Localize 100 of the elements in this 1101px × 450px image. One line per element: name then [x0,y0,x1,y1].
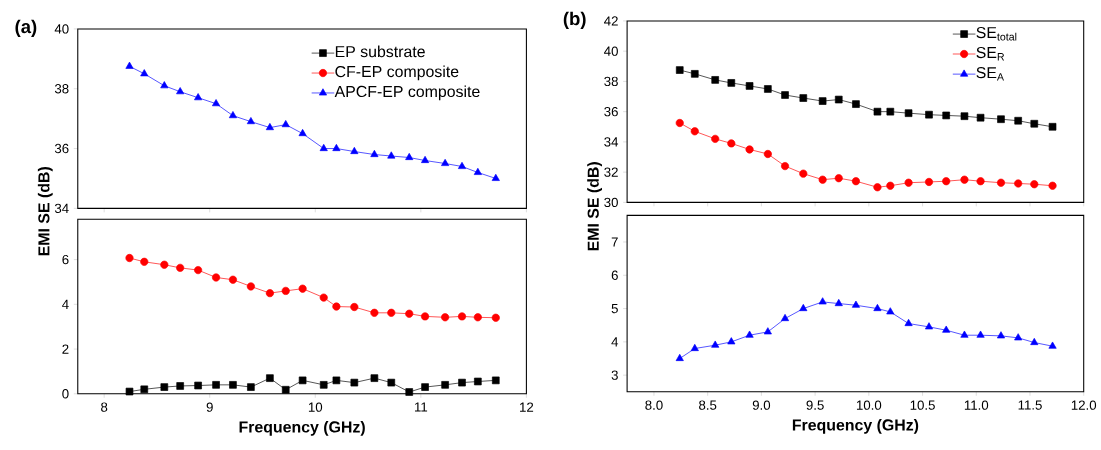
point [491,313,500,322]
x-tick-label: 11.5 [1018,400,1042,410]
point [281,386,290,394]
point [976,114,985,122]
x-tick-label: 12 [520,402,534,412]
point [421,383,429,392]
point [1014,333,1023,341]
point [764,85,772,93]
point [405,388,414,396]
point [441,313,450,322]
point [228,111,237,119]
point [763,150,772,159]
point [1014,117,1022,125]
point [976,177,985,186]
point [960,112,969,121]
point [886,181,895,190]
point [904,178,913,187]
point [904,109,913,118]
point [690,344,699,352]
x-tick-label: 8 [101,402,108,413]
point [691,70,699,78]
point [780,162,790,171]
x-tick-label: 11 [414,402,428,412]
legend-label: SE$_{A}$ [976,67,1004,81]
point [281,287,290,296]
x-tick-label: 12.0 [1071,400,1097,411]
point [405,153,414,161]
point [194,381,202,390]
point [332,144,341,152]
y-axis-title: EMI SE (dB) [37,167,53,256]
y-tick-label: 36 [54,144,69,154]
legend-label: CF-EP composite [335,65,459,81]
point [265,123,274,131]
point [247,383,255,392]
point [160,81,169,89]
point [473,313,482,322]
point [332,376,341,385]
y-tick-label: 34 [604,137,619,147]
point [925,111,933,119]
point [942,325,951,333]
point [1030,120,1039,128]
point [852,100,860,109]
point [799,304,808,312]
point [125,387,134,396]
point [834,299,843,307]
point [727,139,736,148]
point [212,381,220,389]
point [441,381,449,389]
point [690,127,699,136]
point [925,322,933,330]
y-tick-label: 0 [62,389,69,399]
point [473,168,482,176]
x-axis-title: Frequency (GHz) [792,419,919,434]
point [491,174,500,182]
point [886,108,895,116]
point [675,354,684,362]
point [745,82,754,90]
y-tick-label: 30 [604,197,618,208]
point [1048,341,1057,349]
y-tick-label: 38 [54,84,69,94]
point [125,61,134,69]
y-tick-label: 36 [604,107,618,117]
point [176,87,185,95]
y-tick-label: 40 [604,46,618,57]
point [675,119,684,128]
point [387,379,396,387]
point [140,69,149,77]
point [1014,179,1023,188]
y-tick-label: 5 [611,304,618,314]
legend-label: EP substrate [335,45,425,58]
point [781,314,790,322]
y-tick-label: 4 [611,337,619,347]
point [140,385,149,394]
point [387,308,396,318]
x-tick-label: 10.0 [856,400,882,411]
point [298,129,307,137]
x-tick-label: 8.0 [645,400,663,411]
y-tick-label: 42 [604,16,618,26]
point [140,257,149,267]
point [160,383,169,392]
point [711,135,720,144]
point [298,376,307,385]
legend-label: SE$_{total}$ [976,27,1017,41]
point [229,381,237,389]
point [873,183,882,192]
point [675,66,684,75]
point [370,150,379,158]
y-axis-title: EMI SE (dB) [587,162,602,251]
point [818,97,827,106]
y-tick-label: 34 [54,203,69,214]
point [194,266,203,275]
point [960,330,969,338]
point [997,115,1005,124]
point [441,159,450,167]
x-tick-label: 9.5 [806,400,824,411]
point [942,111,950,120]
y-tick-label: 2 [62,344,69,354]
point [458,379,466,387]
y-tick-label: 6 [62,255,69,265]
point [996,331,1005,339]
